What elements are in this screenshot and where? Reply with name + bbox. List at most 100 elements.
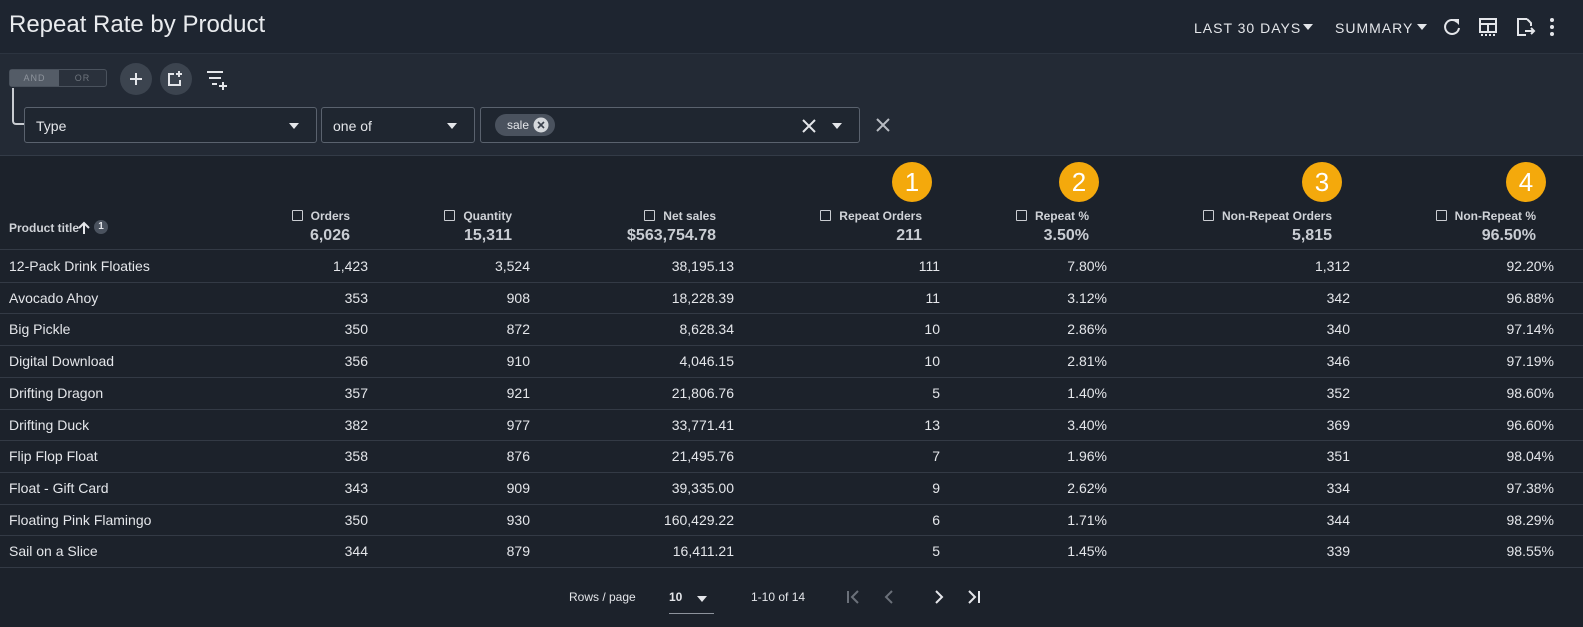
cell-value: 910 xyxy=(506,353,530,370)
view-select[interactable]: SUMMARY xyxy=(1335,20,1414,36)
cell-value: 3.40% xyxy=(1067,416,1107,433)
remove-filter-button[interactable] xyxy=(874,116,892,134)
column-total: 6,026 xyxy=(309,227,350,244)
last-page[interactable] xyxy=(965,589,983,605)
cell-value: 6 xyxy=(932,511,940,528)
row-divider xyxy=(0,281,1583,283)
cell-value: 339 xyxy=(1326,543,1350,560)
clear-button[interactable] xyxy=(800,117,818,135)
cell-value: 1.96% xyxy=(1067,448,1107,465)
column-checkbox[interactable] xyxy=(444,210,455,221)
column-checkbox[interactable] xyxy=(1016,210,1027,221)
add-filter-button[interactable] xyxy=(119,62,153,96)
date-range[interactable]: LAST 30 DAYS xyxy=(1194,20,1302,36)
rows-per-page-select[interactable]: 10 xyxy=(669,583,714,614)
cell-value: 10 xyxy=(924,353,940,370)
cell-value: 111 xyxy=(918,258,940,274)
sort-rank: 1 xyxy=(94,220,108,234)
row-divider xyxy=(0,440,1583,442)
column-total: 96.50% xyxy=(1481,227,1536,244)
callout-badge: 4 xyxy=(1506,162,1546,202)
cell-value: 11 xyxy=(925,289,940,306)
cell-value: 97.19% xyxy=(1506,353,1554,370)
row-divider xyxy=(0,408,1583,410)
row-divider xyxy=(0,503,1583,505)
cell-value: 352 xyxy=(1326,384,1350,401)
cell-value: 7 xyxy=(932,448,940,465)
column-header[interactable]: Orders xyxy=(310,209,350,223)
cell-value: 98.29% xyxy=(1506,511,1554,528)
cell-value: 357 xyxy=(344,384,368,401)
row-divider xyxy=(0,313,1583,315)
column-header[interactable]: Net sales xyxy=(663,209,716,223)
filter-add-button[interactable] xyxy=(205,69,229,91)
column-checkbox[interactable] xyxy=(1436,210,1447,221)
cell-value: 98.04% xyxy=(1506,448,1554,465)
column-header[interactable]: Non-Repeat Orders xyxy=(1221,209,1332,223)
chip-remove[interactable] xyxy=(533,117,549,133)
add-group-button[interactable] xyxy=(159,62,193,96)
column-total: $563,754.78 xyxy=(627,227,716,244)
product-title: Big Pickle xyxy=(9,321,71,338)
export-button[interactable] xyxy=(1514,16,1536,38)
column-header[interactable]: Repeat Orders xyxy=(839,209,922,223)
table-button[interactable] xyxy=(1478,17,1498,37)
column-total: 15,311 xyxy=(463,227,512,244)
cell-value: 92.20% xyxy=(1506,258,1554,274)
cell-value: 2.81% xyxy=(1067,353,1107,370)
first-page[interactable] xyxy=(845,589,863,605)
page-range: 1-10 of 14 xyxy=(751,590,806,604)
row-divider xyxy=(0,535,1583,537)
cell-value: 344 xyxy=(344,543,368,560)
logic-toggle[interactable]: AND OR xyxy=(9,69,107,87)
row-divider xyxy=(0,249,1583,250)
column-checkbox[interactable] xyxy=(1203,210,1214,221)
row-divider xyxy=(0,471,1583,473)
dropdown-icon xyxy=(1303,24,1313,30)
callout-badge: 3 xyxy=(1302,162,1342,202)
logic-and[interactable]: AND xyxy=(10,70,59,86)
field-select[interactable]: Type xyxy=(24,107,317,143)
cell-value: 930 xyxy=(506,511,530,528)
cell-value: 872 xyxy=(506,321,530,338)
value-select[interactable]: sale xyxy=(480,107,860,143)
cell-value: 351 xyxy=(1326,448,1350,465)
cell-value: 2.62% xyxy=(1067,479,1107,496)
cell-value: 879 xyxy=(506,543,530,560)
prev-page[interactable] xyxy=(882,589,898,605)
column-header[interactable]: Non-Repeat % xyxy=(1454,209,1536,223)
column-header[interactable]: Repeat % xyxy=(1034,209,1089,223)
more-button[interactable] xyxy=(1547,17,1557,37)
column-checkbox[interactable] xyxy=(292,210,303,221)
dropdown-icon xyxy=(289,123,299,129)
operator-select[interactable]: one of xyxy=(321,107,475,143)
cell-value: 98.55% xyxy=(1506,543,1554,560)
cell-value: 38,195.13 xyxy=(671,258,734,274)
logic-or[interactable]: OR xyxy=(74,73,91,83)
operator-value: one of xyxy=(333,118,372,134)
row-divider xyxy=(0,376,1583,378)
cell-value: 13 xyxy=(924,416,940,433)
cell-value: 977 xyxy=(506,416,530,433)
refresh-button[interactable] xyxy=(1442,17,1462,37)
cell-value: 2.86% xyxy=(1067,321,1107,338)
cell-value: 3.12% xyxy=(1067,289,1107,306)
cell-value: 1.40% xyxy=(1067,384,1107,401)
next-page[interactable] xyxy=(931,589,947,605)
cell-value: 342 xyxy=(1326,289,1350,306)
column-header[interactable]: Quantity xyxy=(463,209,512,223)
product-title: Flip Flop Float xyxy=(9,448,98,465)
column-checkbox[interactable] xyxy=(644,210,655,221)
cell-value: 16,411.21 xyxy=(672,543,734,560)
cell-value: 4,046.15 xyxy=(679,353,735,370)
column-header[interactable]: Product title xyxy=(9,221,80,235)
cell-value: 3,524 xyxy=(494,258,530,274)
dropdown-icon xyxy=(447,123,457,129)
header-bar: Repeat Rate by Product LAST 30 DAYS SUMM… xyxy=(0,0,1583,54)
cell-value: 358 xyxy=(344,448,368,465)
value-chip[interactable]: sale xyxy=(495,114,555,136)
cell-value: 97.14% xyxy=(1506,321,1554,338)
cell-value: 350 xyxy=(344,511,368,528)
column-checkbox[interactable] xyxy=(820,210,831,221)
